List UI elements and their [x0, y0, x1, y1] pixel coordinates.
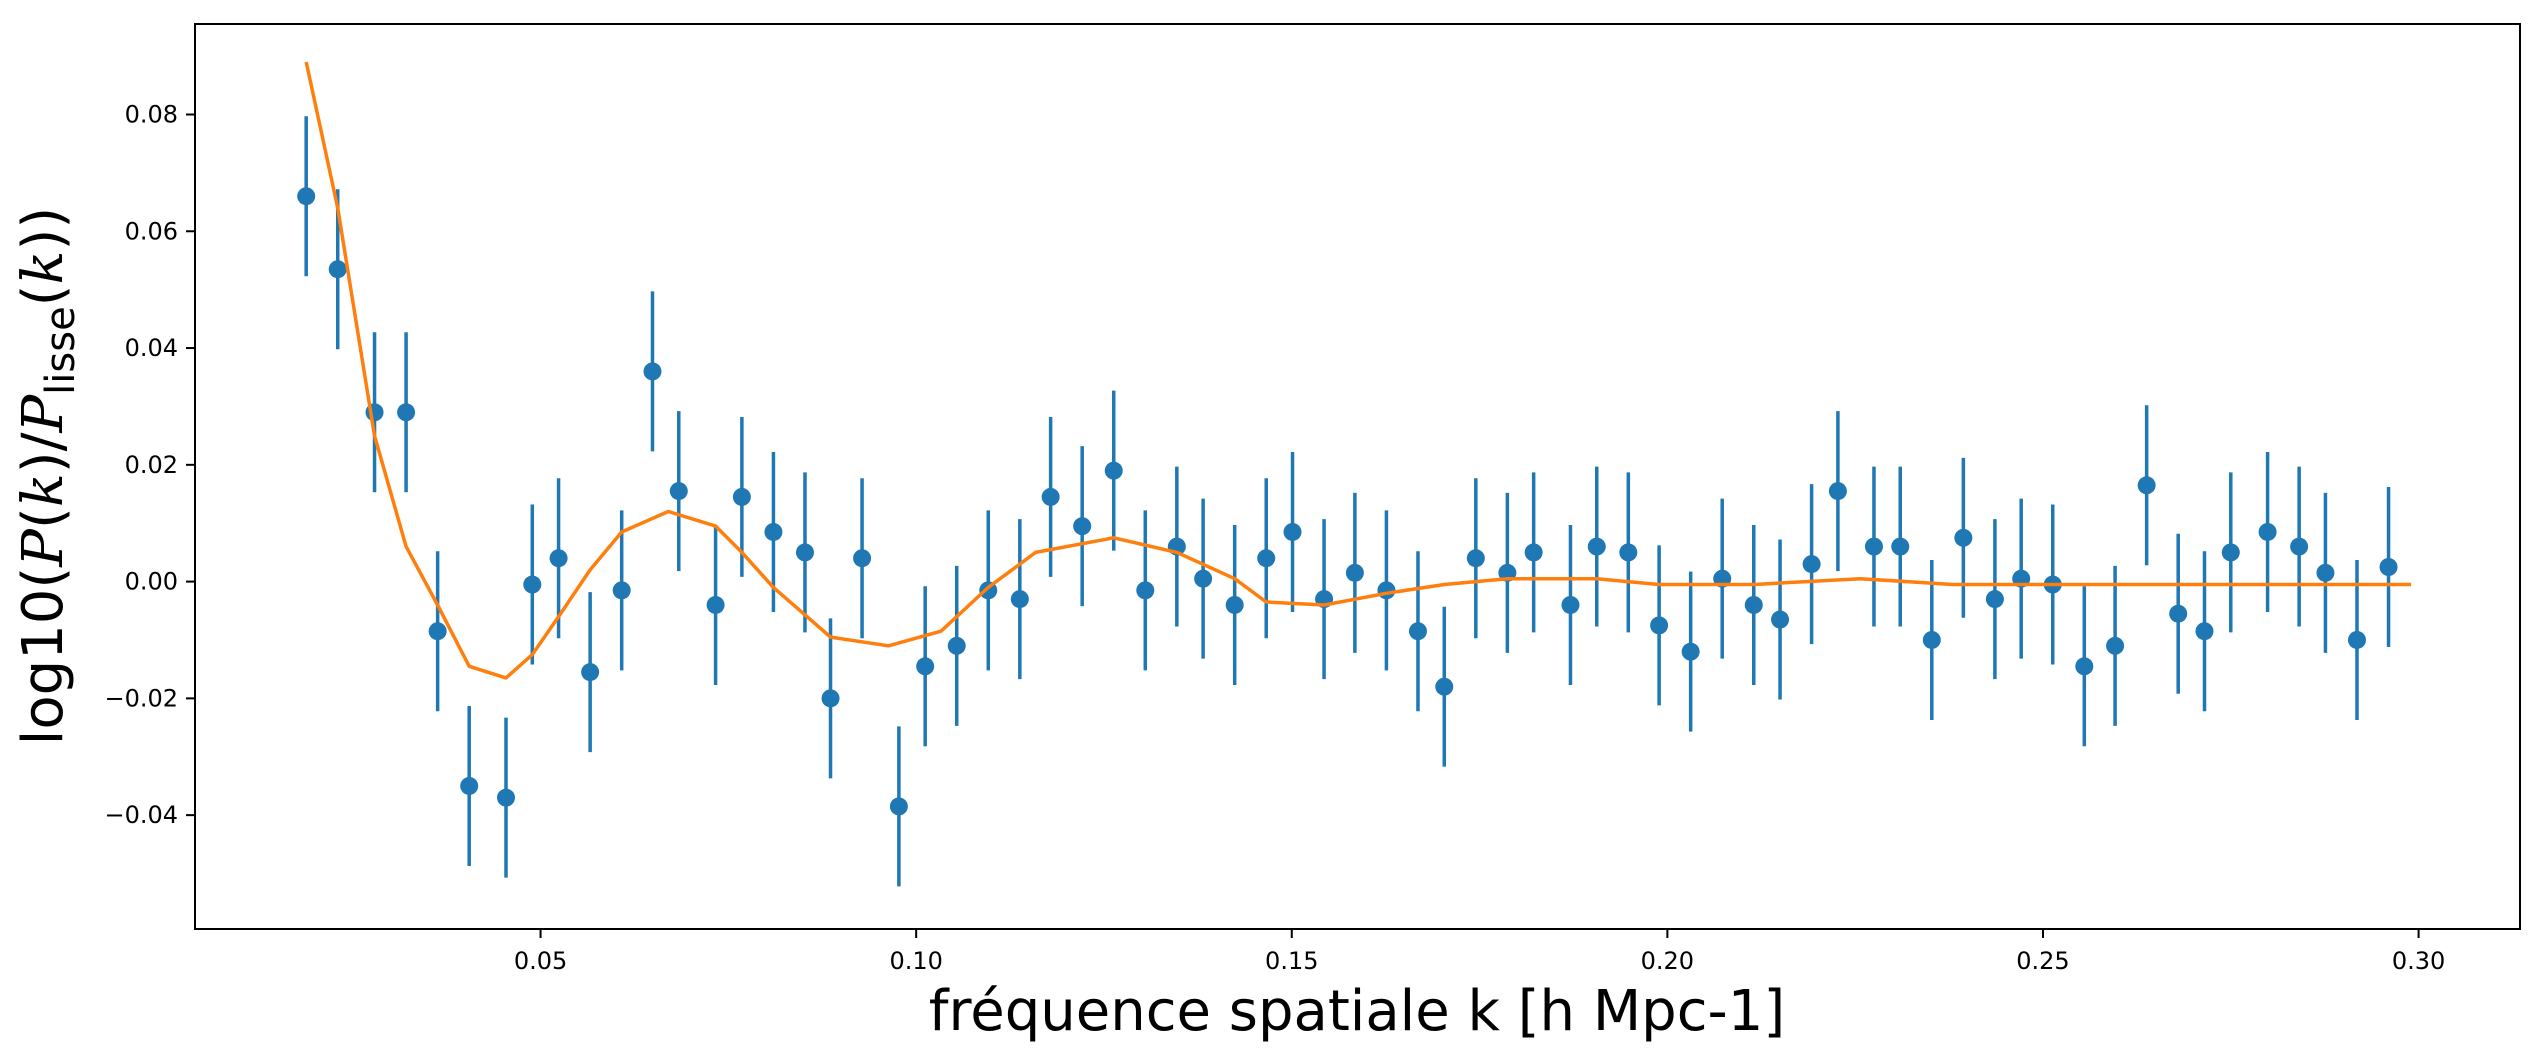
data-point: [1650, 616, 1669, 635]
data-point: [2075, 657, 2094, 676]
data-point: [1744, 595, 1763, 614]
data-point: [1408, 622, 1427, 641]
model-line: [304, 61, 2412, 680]
data-point: [764, 522, 783, 541]
data-point: [643, 362, 662, 381]
data-point: [2195, 622, 2214, 641]
data-point: [1073, 517, 1092, 536]
data-point: [1864, 537, 1883, 556]
data-point: [1985, 590, 2004, 609]
x-axis-ticks: 0.05 0.10 0.15 0.20 0.25 0.30: [514, 929, 2445, 975]
data-point: [549, 549, 568, 568]
data-point: [2347, 630, 2366, 649]
y-tick-label: 0.06: [125, 217, 178, 245]
data-point: [1194, 569, 1213, 588]
data-point: [1257, 549, 1276, 568]
y-tick-label: −0.02: [104, 684, 178, 712]
data-point: [523, 575, 542, 594]
y-tick-label: 0.02: [125, 451, 178, 479]
data-point: [1377, 581, 1396, 600]
y-axis-label: log10(P(k)/Plisse(k)): [11, 207, 84, 745]
data-point: [1802, 555, 1821, 574]
data-point: [2106, 636, 2125, 655]
data-point: [1345, 563, 1364, 582]
x-tick-label: 0.20: [1641, 947, 1694, 975]
x-axis-label: fréquence spatiale k [h Mpc-1]: [929, 979, 1785, 1044]
data-point: [1954, 528, 1973, 547]
y-tick-label: 0.04: [125, 334, 178, 362]
y-axis-ticks: −0.04 −0.02 0.00 0.02 0.04 0.06 0.08: [104, 101, 195, 829]
data-point: [2169, 604, 2188, 623]
data-point: [732, 487, 751, 506]
data-point: [1225, 595, 1244, 614]
y-tick-label: 0.08: [125, 101, 178, 129]
x-tick-label: 0.25: [2016, 947, 2069, 975]
data-point: [2221, 543, 2240, 562]
data-point: [821, 689, 840, 708]
y-tick-label: −0.04: [104, 801, 178, 829]
data-point: [1891, 537, 1910, 556]
data-point: [1041, 487, 1060, 506]
y-tick-label: 0.00: [125, 568, 178, 596]
data-point: [669, 482, 688, 501]
x-tick-label: 0.10: [889, 947, 942, 975]
data-point: [1466, 549, 1485, 568]
data-point: [1561, 595, 1580, 614]
data-point: [1922, 630, 1941, 649]
data-point: [1136, 581, 1155, 600]
data-point: [1587, 537, 1606, 556]
data-point: [581, 663, 600, 682]
data-point: [2316, 563, 2335, 582]
data-point: [916, 657, 935, 676]
plot-frame: [194, 23, 2521, 930]
data-point: [1104, 461, 1123, 480]
data-point: [1283, 522, 1302, 541]
data-point: [889, 797, 908, 816]
data-point: [1524, 543, 1543, 562]
data-point: [1435, 677, 1454, 696]
data-point: [1771, 610, 1790, 629]
x-tick-label: 0.30: [2392, 947, 2445, 975]
data-point: [1828, 482, 1847, 501]
data-point: [1010, 590, 1029, 609]
x-tick-label: 0.05: [514, 947, 567, 975]
data-point: [2290, 537, 2309, 556]
data-point: [2379, 558, 2398, 576]
data-point: [853, 549, 872, 568]
data-point: [297, 187, 316, 206]
data-point: [428, 622, 447, 641]
data-point: [460, 776, 479, 795]
data-point: [1619, 543, 1638, 562]
data-point: [947, 636, 966, 655]
data-point: [328, 260, 347, 279]
data-point: [1681, 642, 1700, 661]
data-point: [2137, 476, 2156, 495]
data-point: [497, 788, 516, 807]
data-point: [612, 581, 631, 600]
data-point: [795, 543, 814, 562]
x-tick-label: 0.15: [1265, 947, 1318, 975]
data-point: [397, 403, 416, 422]
data-point: [706, 595, 725, 614]
data-point: [2258, 522, 2277, 541]
